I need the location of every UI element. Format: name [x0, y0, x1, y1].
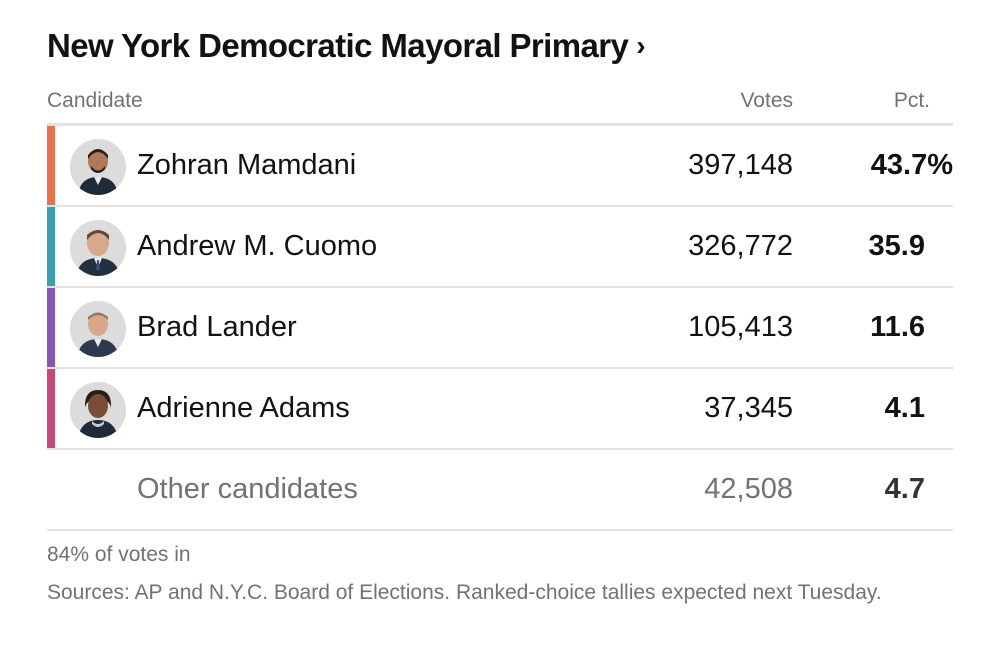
- table-row: Zohran Mamdani 397,148 43.7%: [47, 126, 953, 207]
- person-icon: [70, 301, 126, 357]
- candidate-name: Adrienne Adams: [137, 392, 350, 424]
- candidate-color-bar: [47, 126, 55, 205]
- avatar: [70, 382, 126, 438]
- candidate-pct: 43.7%: [870, 149, 953, 181]
- race-title: New York Democratic Mayoral Primary: [47, 27, 629, 64]
- candidate-name: Andrew M. Cuomo: [137, 230, 378, 262]
- candidate-name: Brad Lander: [137, 311, 297, 343]
- table-header: Candidate Votes Pct.: [47, 84, 953, 126]
- candidate-pct: 11.6: [870, 311, 925, 343]
- candidate-pct: 4.1: [884, 392, 925, 424]
- race-title-link[interactable]: New York Democratic Mayoral Primary ›: [47, 26, 646, 66]
- candidate-votes: 37,345: [704, 392, 793, 424]
- other-candidates-label: Other candidates: [137, 473, 358, 505]
- column-header-votes: Votes: [740, 89, 793, 112]
- candidate-votes: 397,148: [688, 149, 793, 181]
- column-header-candidate: Candidate: [47, 89, 143, 112]
- person-icon: [70, 220, 126, 276]
- candidate-votes: 326,772: [688, 230, 793, 262]
- avatar: [70, 220, 126, 276]
- table-footer: 84% of votes in Sources: AP and N.Y.C. B…: [47, 540, 927, 608]
- avatar: [70, 301, 126, 357]
- reporting-status: 84% of votes in: [47, 543, 191, 566]
- candidate-pct: 35.9: [868, 230, 925, 262]
- person-icon: [70, 382, 126, 438]
- candidate-color-bar: [47, 288, 55, 367]
- results-table: Candidate Votes Pct. Zohran Mamdani 397,…: [47, 84, 953, 531]
- sources-note: Sources: AP and N.Y.C. Board of Election…: [47, 581, 882, 604]
- candidate-votes: 105,413: [688, 311, 793, 343]
- table-row: Brad Lander 105,413 11.6: [47, 288, 953, 369]
- other-candidates-pct: 4.7: [884, 473, 925, 505]
- table-row: Andrew M. Cuomo 326,772 35.9: [47, 207, 953, 288]
- candidate-color-bar: [47, 369, 55, 448]
- other-candidates-votes: 42,508: [704, 473, 793, 505]
- table-row-other: Other candidates 42,508 4.7: [47, 450, 953, 531]
- candidate-color-bar: [47, 207, 55, 286]
- column-header-pct: Pct.: [893, 89, 930, 112]
- candidate-name: Zohran Mamdani: [137, 149, 357, 181]
- table-row: Adrienne Adams 37,345 4.1: [47, 369, 953, 450]
- avatar: [70, 139, 126, 195]
- person-icon: [70, 139, 126, 195]
- chevron-right-icon: ›: [636, 30, 646, 61]
